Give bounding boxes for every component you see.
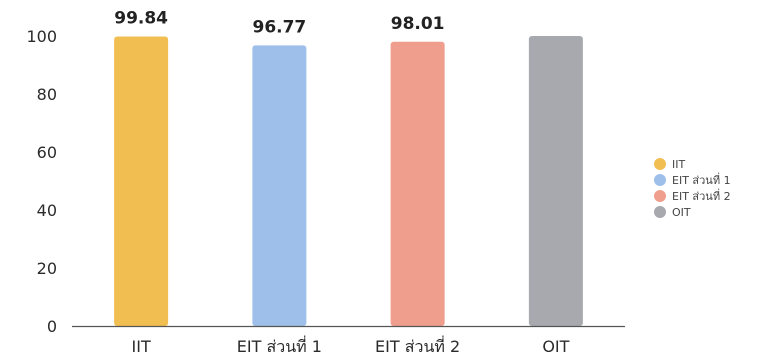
data-label: 98.01 bbox=[391, 14, 445, 34]
bar bbox=[528, 36, 583, 326]
legend-swatch bbox=[654, 190, 666, 202]
y-axis: 0 20 40 60 80 100 bbox=[26, 27, 57, 336]
bar bbox=[114, 36, 169, 327]
x-tick-label: EIT ส่วนที่ 1 bbox=[237, 335, 322, 356]
x-tick-label: EIT ส่วนที่ 2 bbox=[375, 335, 460, 356]
x-axis: IIT EIT ส่วนที่ 1 EIT ส่วนที่ 2 OIT bbox=[72, 325, 625, 356]
legend-swatch bbox=[654, 206, 666, 218]
legend-label: EIT ส่วนที่ 1 bbox=[672, 172, 731, 187]
x-tick-label: OIT bbox=[542, 337, 569, 356]
x-tick-label: IIT bbox=[132, 337, 151, 356]
legend-swatch bbox=[654, 158, 666, 170]
y-tick-label: 100 bbox=[26, 27, 57, 46]
y-tick-label: 60 bbox=[37, 143, 57, 162]
y-tick-label: 20 bbox=[37, 259, 57, 278]
legend-label: OIT bbox=[672, 206, 691, 219]
data-label: 99.84 bbox=[114, 8, 168, 28]
y-tick-label: 80 bbox=[37, 85, 57, 104]
legend-label: IIT bbox=[672, 158, 685, 171]
bars bbox=[114, 36, 583, 327]
y-tick-label: 40 bbox=[37, 201, 57, 220]
data-labels: 99.84 96.77 98.01 bbox=[114, 8, 444, 37]
legend-swatch bbox=[654, 174, 666, 186]
legend-label: EIT ส่วนที่ 2 bbox=[672, 188, 731, 203]
y-tick-label: 0 bbox=[47, 317, 57, 336]
bar bbox=[252, 45, 307, 326]
bar bbox=[390, 41, 445, 327]
data-label: 96.77 bbox=[252, 17, 306, 37]
